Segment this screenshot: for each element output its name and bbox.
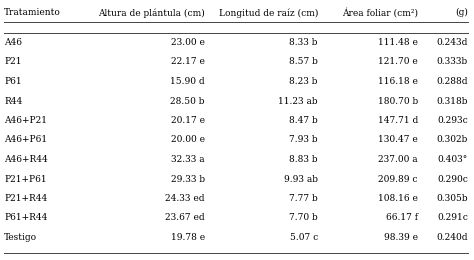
Text: 8.33 b: 8.33 b bbox=[290, 38, 318, 47]
Text: 116.18 e: 116.18 e bbox=[378, 77, 418, 86]
Text: 237.00 a: 237.00 a bbox=[378, 155, 418, 164]
Text: 0.240d: 0.240d bbox=[437, 233, 468, 242]
Text: Longitud de raíz (cm): Longitud de raíz (cm) bbox=[219, 8, 318, 17]
Text: 8.47 b: 8.47 b bbox=[289, 116, 318, 125]
Text: 0.243d: 0.243d bbox=[437, 38, 468, 47]
Text: P21: P21 bbox=[4, 57, 21, 67]
Text: (g): (g) bbox=[455, 8, 468, 17]
Text: P21+R44: P21+R44 bbox=[4, 194, 47, 203]
Text: 0.333b: 0.333b bbox=[437, 57, 468, 67]
Text: 98.39 e: 98.39 e bbox=[384, 233, 418, 242]
Text: 29.33 b: 29.33 b bbox=[171, 174, 205, 184]
Text: 147.71 d: 147.71 d bbox=[378, 116, 418, 125]
Text: 66.17 f: 66.17 f bbox=[386, 213, 418, 223]
Text: 121.70 e: 121.70 e bbox=[378, 57, 418, 67]
Text: P61: P61 bbox=[4, 77, 22, 86]
Text: A46+P61: A46+P61 bbox=[4, 135, 47, 145]
Text: 108.16 e: 108.16 e bbox=[378, 194, 418, 203]
Text: 8.83 b: 8.83 b bbox=[289, 155, 318, 164]
Text: 5.07 c: 5.07 c bbox=[290, 233, 318, 242]
Text: 9.93 ab: 9.93 ab bbox=[284, 174, 318, 184]
Text: 8.57 b: 8.57 b bbox=[289, 57, 318, 67]
Text: 130.47 e: 130.47 e bbox=[378, 135, 418, 145]
Text: 23.67 ed: 23.67 ed bbox=[165, 213, 205, 223]
Text: 11.23 ab: 11.23 ab bbox=[278, 96, 318, 106]
Text: 180.70 b: 180.70 b bbox=[378, 96, 418, 106]
Text: 0.403°: 0.403° bbox=[438, 155, 468, 164]
Text: 8.23 b: 8.23 b bbox=[290, 77, 318, 86]
Text: 20.17 e: 20.17 e bbox=[171, 116, 205, 125]
Text: 111.48 e: 111.48 e bbox=[378, 38, 418, 47]
Text: 19.78 e: 19.78 e bbox=[171, 233, 205, 242]
Text: 23.00 e: 23.00 e bbox=[171, 38, 205, 47]
Text: P61+R44: P61+R44 bbox=[4, 213, 47, 223]
Text: 7.70 b: 7.70 b bbox=[289, 213, 318, 223]
Text: 0.293c: 0.293c bbox=[437, 116, 468, 125]
Text: Altura de plántula (cm): Altura de plántula (cm) bbox=[98, 8, 205, 17]
Text: 0.288d: 0.288d bbox=[437, 77, 468, 86]
Text: R44: R44 bbox=[4, 96, 22, 106]
Text: A46: A46 bbox=[4, 38, 22, 47]
Text: 0.291c: 0.291c bbox=[437, 213, 468, 223]
Text: A46+P21: A46+P21 bbox=[4, 116, 47, 125]
Text: 0.305b: 0.305b bbox=[437, 194, 468, 203]
Text: 15.90 d: 15.90 d bbox=[170, 77, 205, 86]
Text: 22.17 e: 22.17 e bbox=[171, 57, 205, 67]
Text: Tratamiento: Tratamiento bbox=[4, 8, 61, 17]
Text: P21+P61: P21+P61 bbox=[4, 174, 46, 184]
Text: 209.89 c: 209.89 c bbox=[379, 174, 418, 184]
Text: 32.33 a: 32.33 a bbox=[172, 155, 205, 164]
Text: Testigo: Testigo bbox=[4, 233, 37, 242]
Text: 7.77 b: 7.77 b bbox=[289, 194, 318, 203]
Text: 0.318b: 0.318b bbox=[437, 96, 468, 106]
Text: 7.93 b: 7.93 b bbox=[289, 135, 318, 145]
Text: 0.290c: 0.290c bbox=[437, 174, 468, 184]
Text: A46+R44: A46+R44 bbox=[4, 155, 48, 164]
Text: Área foliar (cm²): Área foliar (cm²) bbox=[342, 8, 418, 18]
Text: 20.00 e: 20.00 e bbox=[171, 135, 205, 145]
Text: 28.50 b: 28.50 b bbox=[171, 96, 205, 106]
Text: 24.33 ed: 24.33 ed bbox=[165, 194, 205, 203]
Text: 0.302b: 0.302b bbox=[437, 135, 468, 145]
